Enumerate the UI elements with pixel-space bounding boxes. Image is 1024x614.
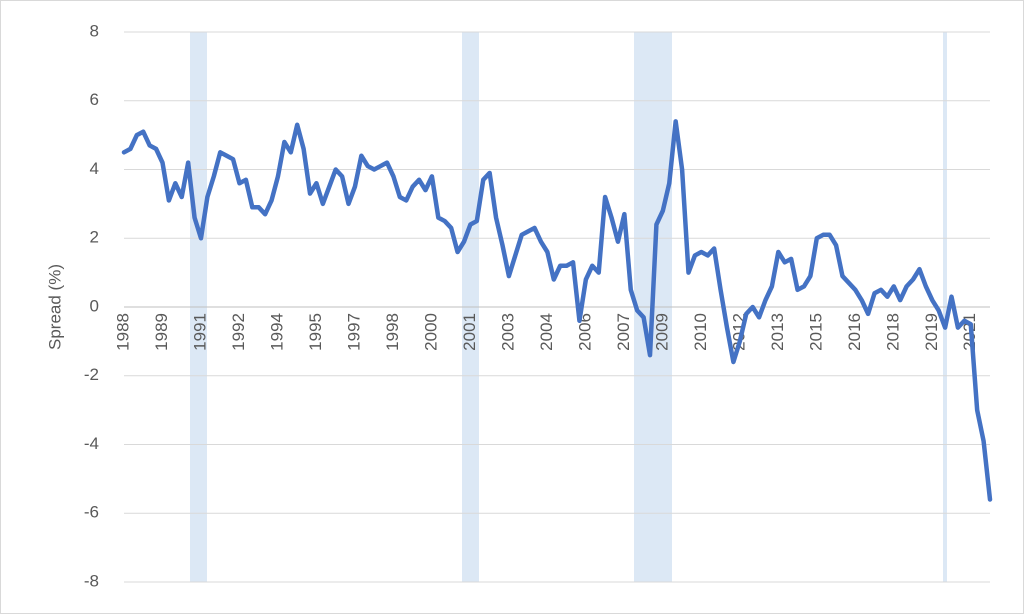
x-tick-label: 2015 bbox=[806, 313, 825, 351]
data-line bbox=[121, 119, 993, 502]
y-tick-label: -2 bbox=[84, 365, 99, 384]
x-tick-label: 1995 bbox=[306, 313, 325, 351]
x-tick-label: 2013 bbox=[768, 313, 787, 351]
x-tick-label: 2018 bbox=[883, 313, 902, 351]
y-axis-label: Spread (%) bbox=[45, 264, 64, 350]
x-tick-label: 1991 bbox=[190, 313, 209, 351]
y-tick-label: -8 bbox=[84, 571, 99, 590]
y-tick-label: 0 bbox=[90, 296, 99, 315]
x-tick-label: 2001 bbox=[460, 313, 479, 351]
x-tick-label: 2003 bbox=[498, 313, 517, 351]
x-tick-label: 2004 bbox=[537, 313, 556, 351]
x-tick-label: 2009 bbox=[652, 313, 671, 351]
x-tick-label: 1994 bbox=[267, 313, 286, 351]
y-tick-label: -4 bbox=[84, 434, 99, 453]
y-tick-label: 8 bbox=[90, 21, 99, 40]
x-tick-label: 1997 bbox=[344, 313, 363, 351]
x-tick-label: 1992 bbox=[229, 313, 248, 351]
y-tick-label: 4 bbox=[90, 159, 99, 178]
y-tick-label: 6 bbox=[90, 90, 99, 109]
y-tick-label: -6 bbox=[84, 503, 99, 522]
y-tick-label: 2 bbox=[90, 228, 99, 247]
x-tick-label: 2007 bbox=[614, 313, 633, 351]
x-tick-label: 2000 bbox=[421, 313, 440, 351]
x-tick-label: 2010 bbox=[691, 313, 710, 351]
x-tick-label: 1989 bbox=[152, 313, 171, 351]
x-tick-label: 2016 bbox=[845, 313, 864, 351]
x-tick-label: 1988 bbox=[113, 313, 132, 351]
x-tick-label: 2019 bbox=[922, 313, 941, 351]
x-tick-label: 1998 bbox=[383, 313, 402, 351]
